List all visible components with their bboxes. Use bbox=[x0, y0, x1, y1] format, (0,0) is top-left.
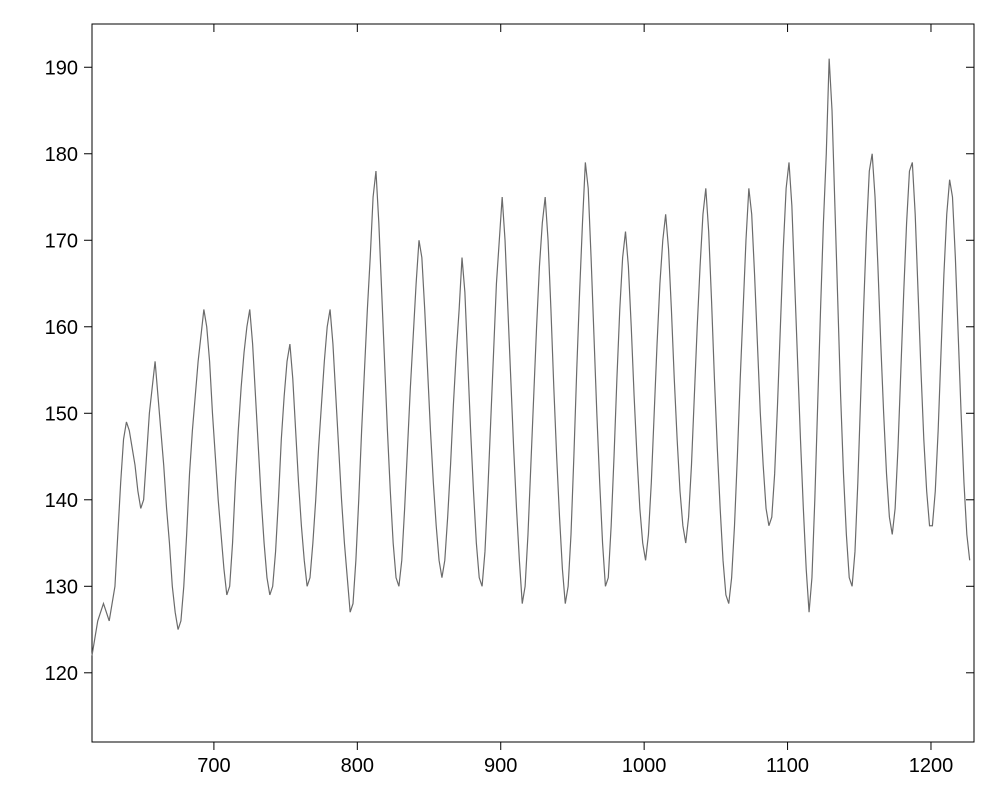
y-tick-label: 150 bbox=[45, 403, 78, 425]
y-tick-label: 140 bbox=[45, 490, 78, 512]
chart-svg: 700 800 900 1000 1100 1200 120 130 140 150 160 170 1… bbox=[0, 0, 1000, 790]
x-tick-label: 700 bbox=[197, 755, 230, 777]
y-tick-label: 190 bbox=[45, 57, 78, 79]
line-chart: 700 800 900 1000 1100 1200 120 130 140 150 160 170 1… bbox=[0, 0, 1000, 790]
y-tick-label: 160 bbox=[45, 317, 78, 339]
y-tick-label: 130 bbox=[45, 576, 78, 598]
x-tick-label: 800 bbox=[341, 755, 374, 777]
x-tick-label: 900 bbox=[484, 755, 517, 777]
y-tick-label: 120 bbox=[45, 663, 78, 685]
x-tick-label: 1100 bbox=[766, 755, 809, 777]
x-tick-label: 1000 bbox=[622, 755, 667, 777]
x-tick-label: 1200 bbox=[909, 755, 954, 777]
y-tick-label: 180 bbox=[45, 144, 78, 166]
chart-background bbox=[0, 0, 1000, 790]
y-tick-label: 170 bbox=[45, 230, 78, 252]
